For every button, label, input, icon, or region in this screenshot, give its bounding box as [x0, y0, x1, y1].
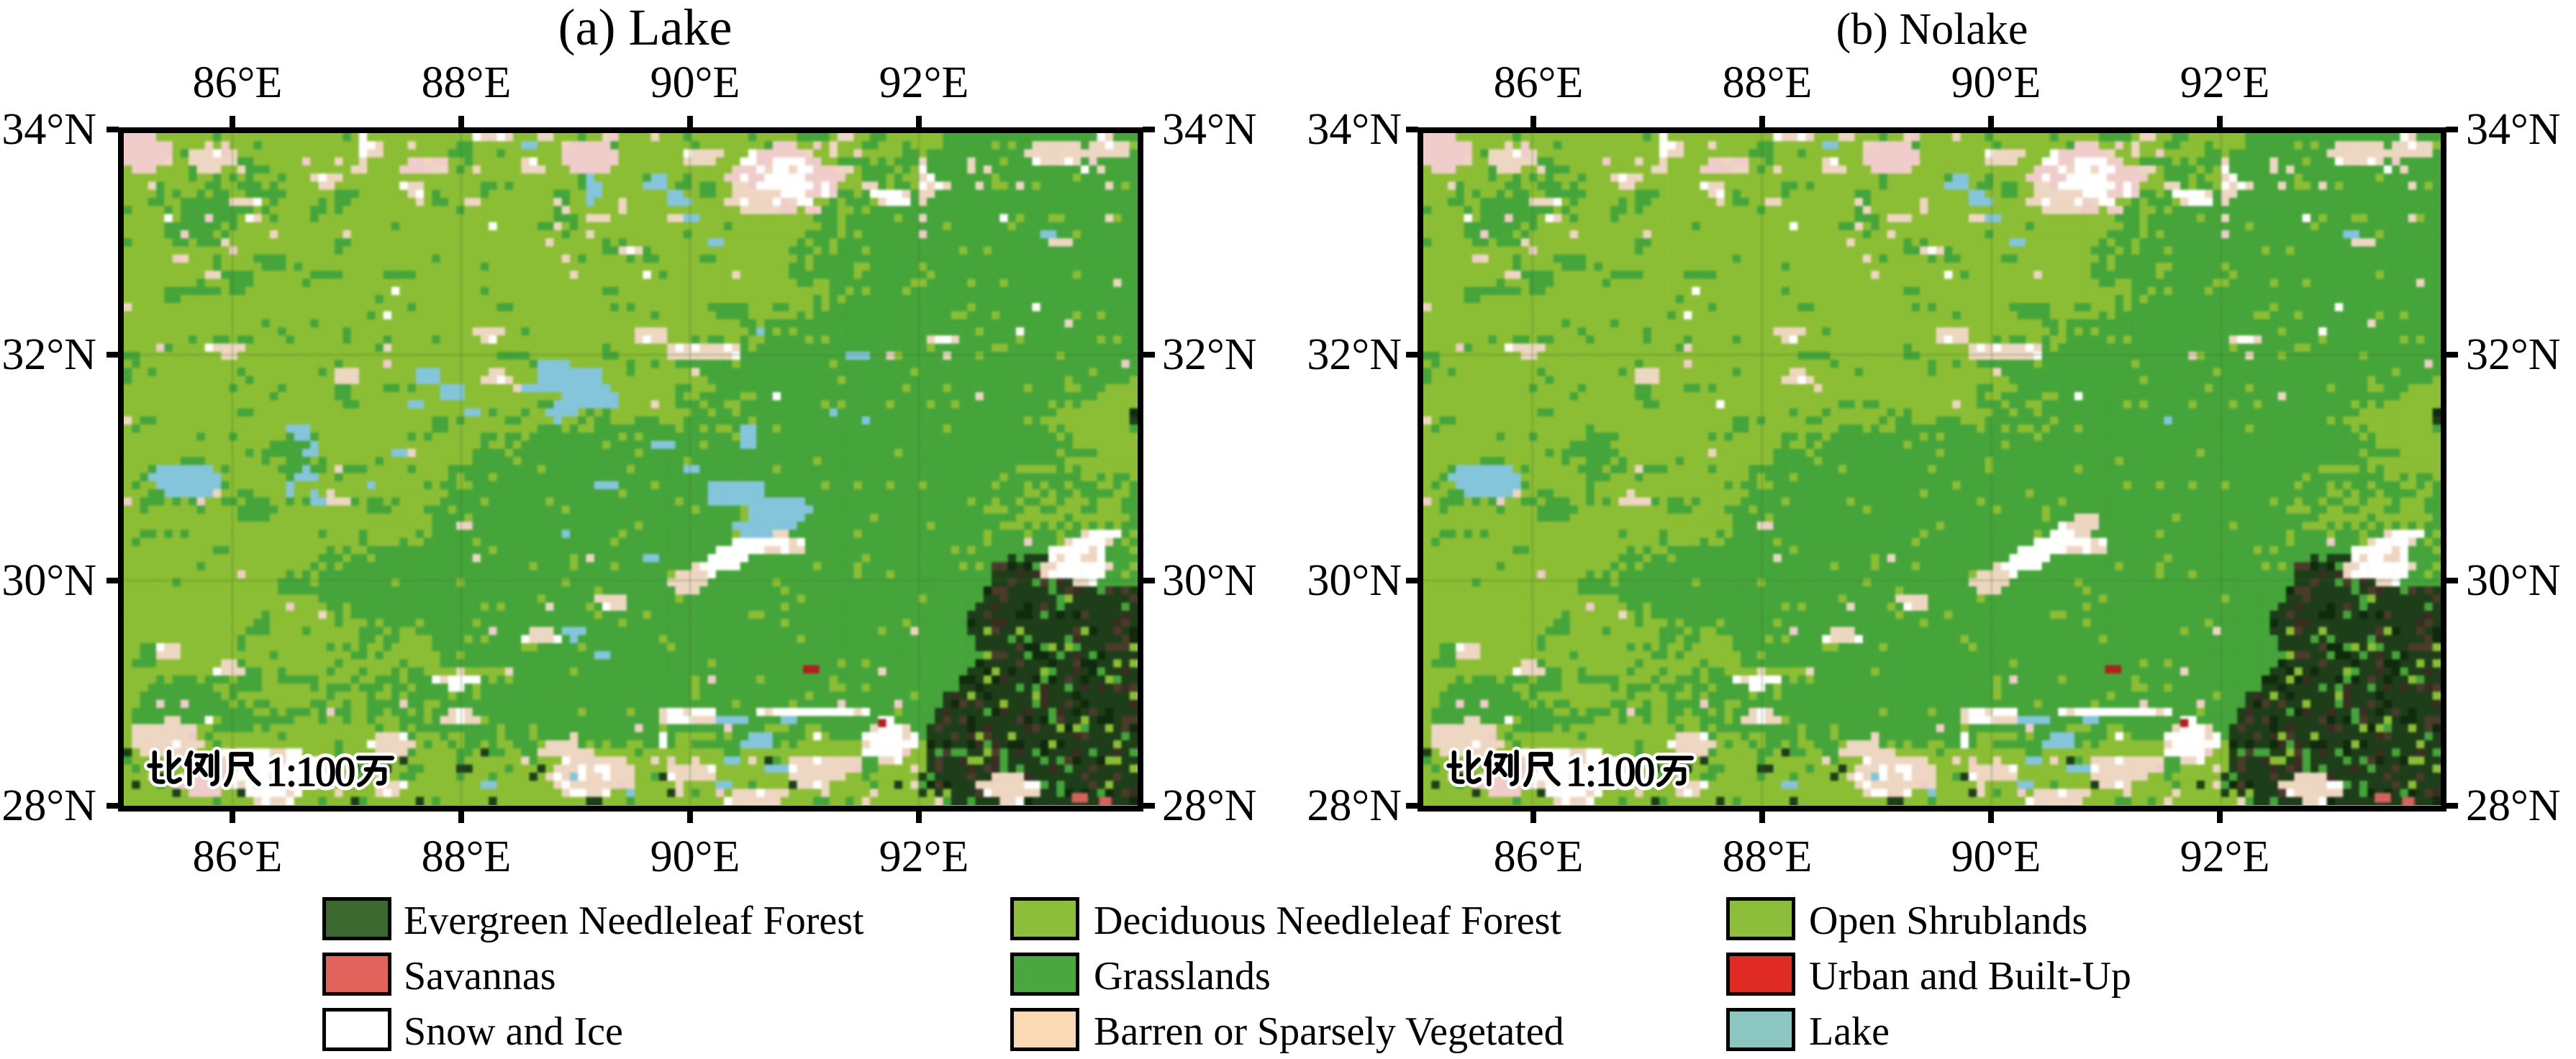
svg-text:1:100: 1:100	[266, 748, 354, 795]
svg-text:1:100: 1:100	[1566, 748, 1654, 795]
svg-text:1:100: 1:100	[1566, 748, 1654, 795]
svg-text:1:100: 1:100	[266, 748, 354, 795]
